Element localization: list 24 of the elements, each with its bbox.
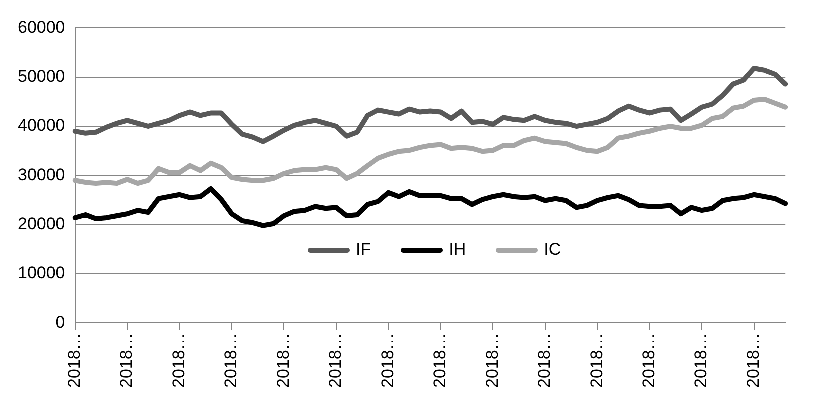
- x-tick-label: 2018…: [587, 333, 606, 388]
- y-tick-label: 10000: [18, 264, 66, 283]
- legend-label: IH: [449, 240, 466, 260]
- x-tick-label: 2018…: [535, 333, 554, 388]
- x-tick-label: 2018…: [378, 333, 398, 388]
- legend-label: IC: [544, 240, 562, 260]
- y-tick-label: 30000: [18, 165, 66, 184]
- y-tick-label: 40000: [18, 116, 66, 136]
- legend-label: IF: [356, 240, 372, 260]
- x-tick-label: 2018…: [64, 333, 84, 388]
- y-tick-label: 0: [56, 312, 66, 332]
- y-tick-label: 50000: [18, 67, 66, 86]
- x-tick-label: 2018…: [692, 333, 711, 388]
- x-tick-label: 2018…: [744, 333, 763, 388]
- x-tick-label: 2018…: [326, 333, 346, 388]
- x-tick-label: 2018…: [482, 333, 502, 388]
- x-tick-label: 2018…: [430, 333, 450, 388]
- x-tick-label: 2018…: [117, 333, 136, 388]
- x-tick-label: 2018…: [639, 333, 658, 388]
- x-tick-label: 2018…: [274, 333, 293, 388]
- x-tick-label: 2018…: [222, 333, 241, 388]
- x-tick-label: 2018…: [169, 333, 188, 388]
- y-tick-label: 20000: [18, 214, 66, 234]
- y-tick-label: 60000: [18, 18, 66, 37]
